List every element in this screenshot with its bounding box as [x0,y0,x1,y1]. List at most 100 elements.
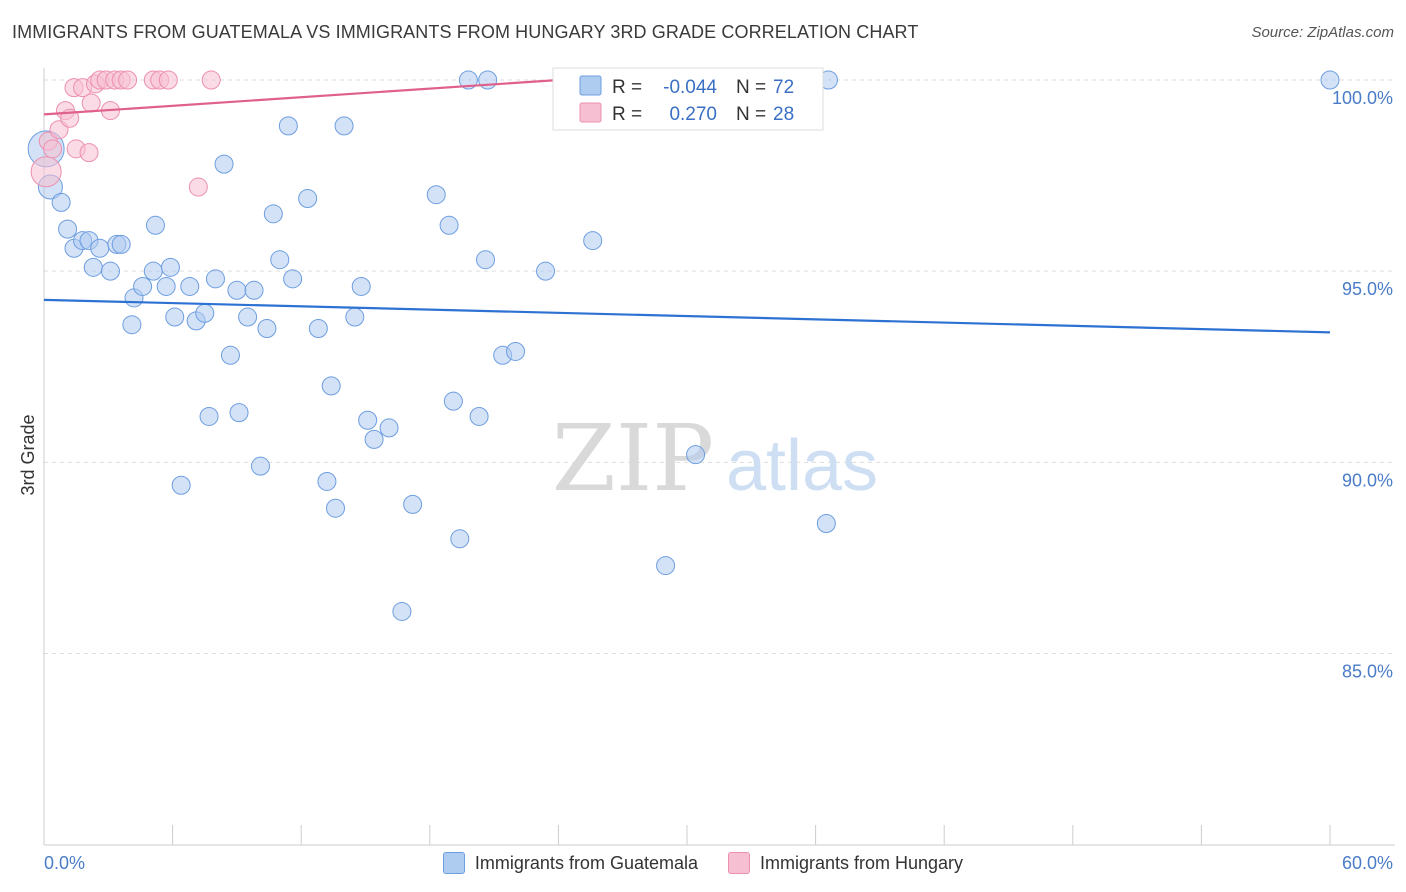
guatemala-point-17 [156,276,176,296]
guatemala-point-33 [278,116,298,136]
guatemala-point-13 [133,276,153,296]
guatemala-point-30 [263,204,283,224]
guatemala-point-14 [122,315,142,335]
guatemala-point-29 [257,319,277,339]
hungary-point-20 [158,70,178,90]
legend-item-hungary[interactable]: Immigrants from Hungary [728,852,963,874]
guatemala-point-2 [51,192,71,212]
guatemala-point-62 [450,529,470,549]
guatemala-point-60 [536,261,556,281]
hungary-point-9 [79,143,99,163]
legend-r-label-2: R = [612,104,642,125]
guatemala-point-42 [379,418,399,438]
guatemala-point-68 [1320,70,1340,90]
guatemala-point-44 [229,403,249,423]
hungary-point-2 [43,139,63,159]
guatemala-point-54 [458,70,478,90]
series-hungary-points [30,70,221,197]
guatemala-point-39 [351,276,371,296]
watermark-atlas: atlas [726,426,878,506]
guatemala-point-34 [298,189,318,209]
guatemala-point-23 [205,269,225,289]
legend-swatch-hungary [579,102,602,123]
guatemala-point-36 [321,376,341,396]
x-tick-label-0: 0.0% [44,853,85,873]
legend-swatch-guatemala [579,75,602,96]
tick-labels: 100.0% 95.0% 90.0% 85.0% 0.0% 60.0% [44,88,1393,873]
guatemala-point-49 [403,494,423,514]
guatemala-point-45 [250,456,270,476]
guatemala-point-56 [478,70,498,90]
guatemala-point-61 [583,231,603,251]
guatemala-point-52 [439,215,459,235]
y-tick-label-1: 95.0% [1342,279,1393,299]
legend-swatch-hungary [728,852,750,874]
guatemala-point-41 [364,429,384,449]
legend-swatch-guatemala [442,852,465,874]
guatemala-point-19 [165,307,185,327]
legend-item-guatemala[interactable]: Immigrants from Guatemala [442,852,698,874]
axes [43,68,1395,846]
guatemala-point-59 [506,341,526,361]
legend-label-hungary: Immigrants from Hungary [760,852,964,873]
guatemala-point-51 [426,185,446,205]
guatemala-point-28 [244,280,264,300]
gridlines [44,79,1395,654]
guatemala-point-48 [325,498,345,518]
guatemala-point-50 [392,601,412,621]
hungary-point-22 [201,70,221,90]
hungary-point-21 [188,177,208,197]
guatemala-point-9 [100,261,120,281]
legend-n-value-1: 72 [773,77,794,98]
guatemala-point-7 [83,257,103,277]
guatemala-point-37 [334,116,354,136]
guatemala-point-47 [317,471,337,491]
guatemala-point-16 [145,215,165,235]
guatemala-point-11 [111,234,131,254]
guatemala-point-27 [238,307,258,327]
legend-n-label-2: N = [736,104,766,125]
chart-title: IMMIGRANTS FROM GUATEMALA VS IMMIGRANTS … [12,22,919,42]
guatemala-point-20 [180,276,200,296]
guatemala-point-43 [199,406,219,426]
x-tick-label-1: 60.0% [1342,853,1393,873]
legend-n-label-1: N = [736,77,766,98]
guatemala-point-15 [143,261,163,281]
legend-r-value-1: -0.044 [663,77,717,98]
legend-r-label-1: R = [612,77,642,98]
hungary-point-10 [81,93,101,113]
y-tick-label-0: 100.0% [1332,88,1393,108]
guatemala-point-40 [358,410,378,430]
y-axis-title: 3rd Grade [18,414,38,495]
watermark: ZIP atlas [552,405,878,512]
guatemala-point-57 [476,250,496,270]
hungary-trend-line [43,78,559,116]
legend-n-value-2: 28 [773,104,794,125]
hungary-point-17 [118,70,138,90]
guatemala-point-46 [171,475,191,495]
legend: R = -0.044 N = 72 R = 0.270 N = 28 [552,67,824,131]
series-legend: Immigrants from Guatemala Immigrants fro… [0,852,1406,874]
series-guatemala-points [27,70,1340,621]
guatemala-point-38 [345,307,365,327]
guatemala-point-64 [686,445,706,465]
guatemala-point-32 [283,269,303,289]
guatemala-point-8 [90,238,110,258]
guatemala-trend-line [43,298,1331,334]
legend-label-guatemala: Immigrants from Guatemala [474,852,698,873]
y-tick-label-3: 85.0% [1342,662,1393,682]
guatemala-point-24 [214,154,234,174]
guatemala-point-26 [227,280,247,300]
y-tick-label-2: 90.0% [1342,470,1393,490]
guatemala-point-22 [195,303,215,323]
guatemala-point-53 [443,391,463,411]
chart-source: Source: ZipAtlas.com [1251,24,1394,41]
guatemala-point-55 [469,406,489,426]
guatemala-point-65 [816,514,836,534]
trend-lines [43,78,1331,334]
hungary-point-0 [30,156,62,188]
guatemala-point-25 [220,345,240,365]
guatemala-point-18 [160,257,180,277]
guatemala-point-35 [308,319,328,339]
